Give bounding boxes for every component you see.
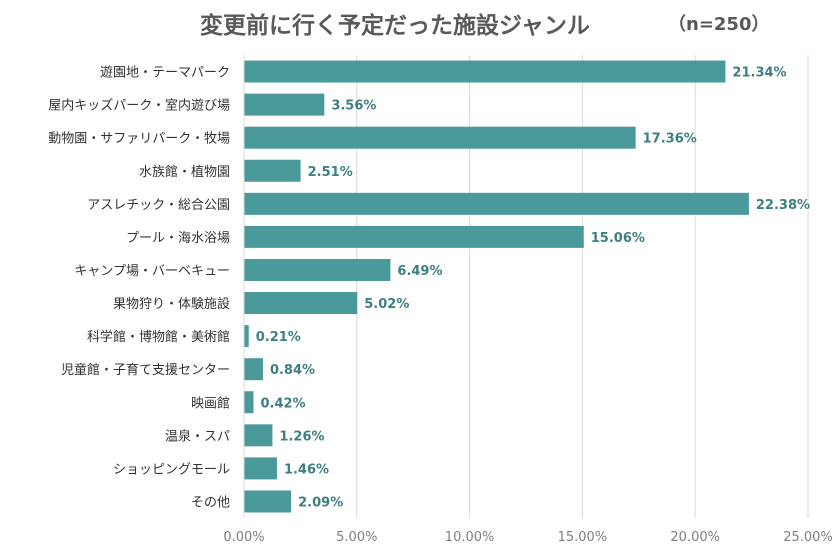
chart-subtitle: （n=250） xyxy=(668,14,770,35)
data-label: 17.36% xyxy=(643,132,697,147)
data-label: 22.38% xyxy=(756,198,810,213)
bar xyxy=(244,358,263,381)
data-label: 1.26% xyxy=(279,429,324,444)
category-label: キャンプ場・バーベキュー xyxy=(74,264,230,279)
data-label: 15.06% xyxy=(591,231,645,246)
bar xyxy=(244,490,292,513)
bar xyxy=(244,225,584,248)
bar xyxy=(244,60,726,83)
x-tick-label: 25.00% xyxy=(783,530,833,544)
category-label: アスレチック・総合公園 xyxy=(87,198,230,213)
data-label: 1.46% xyxy=(284,462,329,477)
category-label: 屋内キッズパーク・室内遊び場 xyxy=(48,98,230,114)
data-label: 6.49% xyxy=(397,264,442,279)
bar xyxy=(244,192,749,215)
category-label: 温泉・スパ xyxy=(165,428,230,444)
x-tick-label: 10.00% xyxy=(445,530,495,544)
x-tick-label: 5.00% xyxy=(336,530,377,544)
x-tick-label: 0.00% xyxy=(223,530,264,544)
category-label: 映画館 xyxy=(191,396,230,411)
category-label: 動物園・サファリパーク・牧場 xyxy=(48,132,230,147)
bar xyxy=(244,457,277,480)
data-label: 2.09% xyxy=(298,495,343,510)
data-label: 0.42% xyxy=(260,396,305,411)
category-label: 科学館・博物館・美術館 xyxy=(87,329,230,345)
category-label: その他 xyxy=(191,495,230,510)
category-label: 児童館・子育て支援センター xyxy=(61,362,230,378)
data-label: 2.51% xyxy=(308,165,353,180)
data-label: 0.84% xyxy=(270,363,315,378)
bar xyxy=(244,93,325,116)
bar xyxy=(244,126,636,149)
category-label: ショッピングモール xyxy=(113,462,230,477)
x-tick-label: 15.00% xyxy=(558,530,608,544)
bar xyxy=(244,258,391,281)
chart-title: 変更前に行く予定だった施設ジャンル xyxy=(200,13,590,39)
bar xyxy=(244,159,301,182)
data-label: 3.56% xyxy=(331,99,376,114)
category-label: 果物狩り・体験施設 xyxy=(113,296,230,312)
bar xyxy=(244,424,273,447)
data-label: 21.34% xyxy=(732,66,786,81)
category-label: 遊園地・テーマパーク xyxy=(100,66,230,81)
category-label: プール・海水浴場 xyxy=(126,231,230,246)
bar xyxy=(244,325,249,348)
x-tick-label: 20.00% xyxy=(670,530,720,544)
bar xyxy=(244,292,358,315)
bar xyxy=(244,391,254,414)
category-label: 水族館・植物園 xyxy=(139,164,230,180)
data-label: 0.21% xyxy=(256,330,301,345)
data-label: 5.02% xyxy=(364,297,409,312)
